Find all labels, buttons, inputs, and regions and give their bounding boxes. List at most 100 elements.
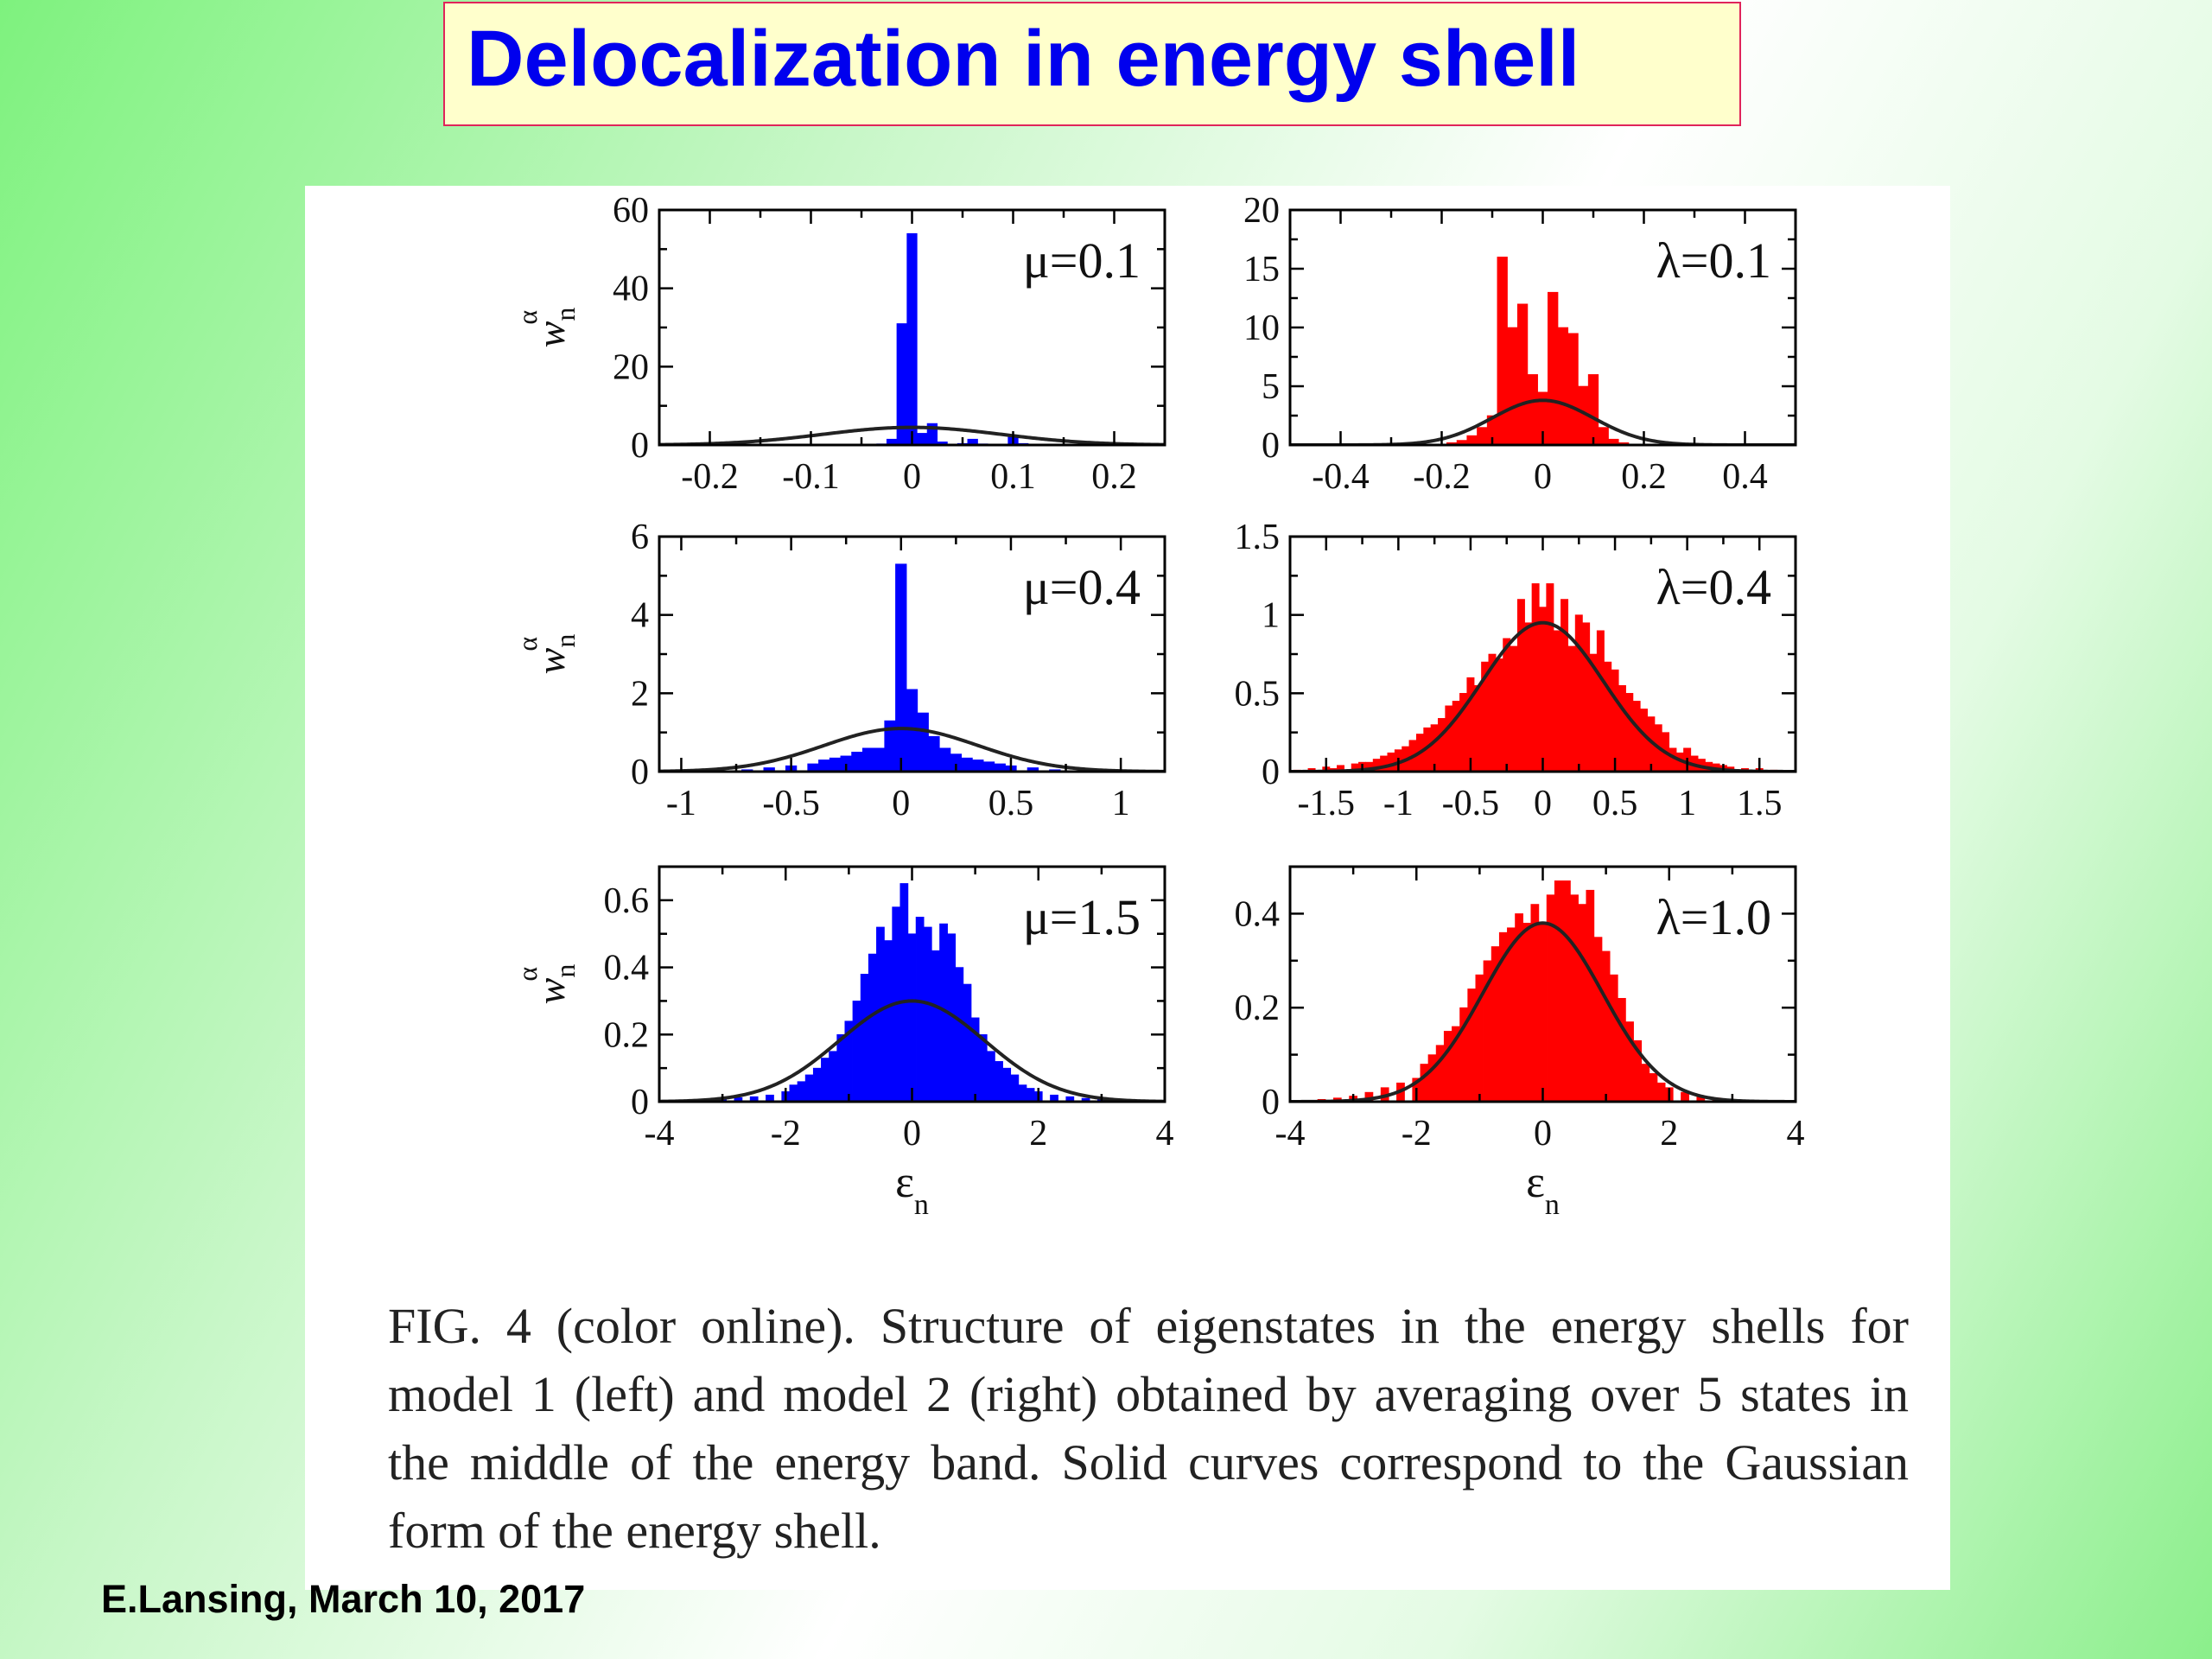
- histogram-bar: [829, 1051, 837, 1102]
- histogram-bar: [899, 883, 909, 1102]
- y-tick-label: 60: [613, 191, 649, 231]
- x-tick-label: 1: [1112, 784, 1130, 823]
- histogram-bar: [1507, 327, 1518, 445]
- histogram-bar: [789, 1084, 798, 1102]
- x-tick-label: -1: [666, 784, 696, 823]
- x-tick-label: -0.2: [1413, 457, 1471, 497]
- histogram-bar: [1018, 1084, 1027, 1102]
- panel-annotation: λ=0.4: [1656, 559, 1771, 615]
- histogram-bar: [938, 747, 951, 772]
- plot-area: [659, 563, 1165, 772]
- histogram-bar: [1026, 1088, 1035, 1102]
- gaussian-curve: [659, 425, 1165, 445]
- histogram-bar: [1560, 599, 1569, 772]
- histogram-bar: [1516, 303, 1529, 445]
- y-tick-label: 0: [631, 426, 649, 466]
- histogram-bar: [1553, 630, 1561, 772]
- histogram-bar: [861, 747, 874, 772]
- histogram-bar: [1598, 427, 1609, 445]
- histogram-bar: [1337, 765, 1344, 772]
- y-axis-label: wnα: [512, 308, 581, 348]
- chart-panel-right-top: -0.4 -0.2 0 0.2 0.4 0 5 10 15 20 λ=0.1: [1243, 191, 1797, 497]
- histogram-bar: [895, 563, 907, 772]
- y-tick-label: 0.6: [604, 881, 650, 921]
- x-tick-label: -0.5: [762, 784, 820, 823]
- y-tick-label: 0: [631, 753, 649, 792]
- gaussian-curve: [659, 727, 1165, 772]
- histogram-bar: [1632, 701, 1641, 772]
- y-tick-label: 1.5: [1235, 518, 1281, 557]
- histogram-bar: [1586, 889, 1595, 1102]
- histogram-bar: [1438, 718, 1446, 772]
- y-tick-label: 0: [631, 1083, 649, 1122]
- histogram-bar: [1640, 709, 1648, 772]
- histogram-bar: [873, 747, 886, 772]
- histogram-bar: [907, 933, 917, 1102]
- histogram-bar: [1567, 333, 1579, 445]
- panel-annotation: μ=1.5: [1023, 889, 1141, 945]
- y-tick-label: 0: [1262, 753, 1280, 792]
- histogram-bar: [1510, 645, 1518, 772]
- y-tick-label: 0: [1262, 1083, 1280, 1122]
- gaussian-curve: [659, 999, 1165, 1102]
- histogram-bar: [995, 1061, 1003, 1102]
- histogram-bar: [906, 232, 918, 445]
- histogram-bar: [1516, 599, 1525, 772]
- histogram-bar: [1574, 614, 1583, 772]
- histogram-bar: [1587, 374, 1599, 445]
- histogram-bar: [1618, 684, 1626, 772]
- histogram-bar: [868, 953, 877, 1102]
- y-tick-label: 2: [631, 674, 649, 714]
- histogram-bar: [1557, 327, 1569, 445]
- x-tick-label: -4: [645, 1114, 675, 1154]
- histogram-bar: [972, 760, 984, 772]
- histogram-bar: [1578, 904, 1587, 1102]
- histogram-bar: [1601, 950, 1611, 1102]
- histogram-bar: [1527, 374, 1538, 445]
- histogram-bar: [915, 916, 925, 1102]
- histogram-bar: [931, 950, 940, 1102]
- histogram-bar: [1582, 622, 1591, 772]
- y-tick-label: 20: [1243, 191, 1280, 231]
- histogram-bar: [1604, 661, 1612, 772]
- histogram-bar: [1531, 583, 1540, 772]
- x-tick-label: -0.2: [681, 457, 739, 497]
- x-tick-label: 0.5: [1592, 784, 1638, 823]
- y-tick-label: 5: [1262, 367, 1280, 407]
- chart-panel-right-middle: -1.5 -1 -0.5 0 0.5 1 1.5 0 0.5 1 1.5 λ=0.4: [1235, 518, 1797, 823]
- y-tick-label: 4: [631, 596, 649, 636]
- y-axis-label: wnα: [512, 964, 581, 1005]
- x-tick-label: 1: [1678, 784, 1696, 823]
- histogram-bar: [1420, 1064, 1429, 1102]
- histogram-bar: [818, 760, 830, 772]
- histogram-bar: [804, 1074, 814, 1102]
- histogram-bar: [928, 735, 940, 772]
- y-tick-label: 40: [613, 270, 649, 309]
- x-tick-label: -2: [1402, 1114, 1432, 1154]
- x-tick-label: -4: [1275, 1114, 1306, 1154]
- histogram-bar: [1570, 894, 1579, 1102]
- chart-panel-left-bottom: -4 -2 0 2 4 0 0.2 0.4 0.6 μ=1.5 wnα εn: [512, 865, 1174, 1221]
- histogram-bar: [955, 967, 964, 1102]
- histogram-bar: [812, 1067, 822, 1102]
- x-tick-label: 0.2: [1091, 457, 1137, 497]
- histogram-bar: [1387, 752, 1395, 772]
- histogram-bar: [1443, 1031, 1452, 1102]
- histogram-bar: [1507, 927, 1516, 1102]
- histogram-bar: [1656, 1082, 1666, 1102]
- x-tick-label: -1: [1383, 784, 1414, 823]
- plot-area: [659, 883, 1165, 1102]
- histogram-bar: [1503, 638, 1511, 772]
- panel-annotation: λ=1.0: [1656, 889, 1771, 945]
- histogram-bar: [1522, 922, 1532, 1102]
- gaussian-curve: [1290, 921, 1796, 1102]
- plot-area: [1290, 880, 1796, 1102]
- x-tick-label: 0: [892, 784, 910, 823]
- histogram-bar: [982, 761, 995, 772]
- figure-caption: FIG. 4 (color online). Structure of eige…: [388, 1298, 1909, 1559]
- panel-annotation: λ=0.1: [1656, 232, 1771, 289]
- histogram-bar: [917, 433, 928, 445]
- histogram-bar: [876, 926, 885, 1102]
- histogram-bar: [860, 974, 869, 1102]
- figure-panel: -0.2 -0.1 0 0.1 0.2 0 20 40 60 μ=0.1 wnα -0.4 -0.2 0 0…: [305, 186, 1950, 1590]
